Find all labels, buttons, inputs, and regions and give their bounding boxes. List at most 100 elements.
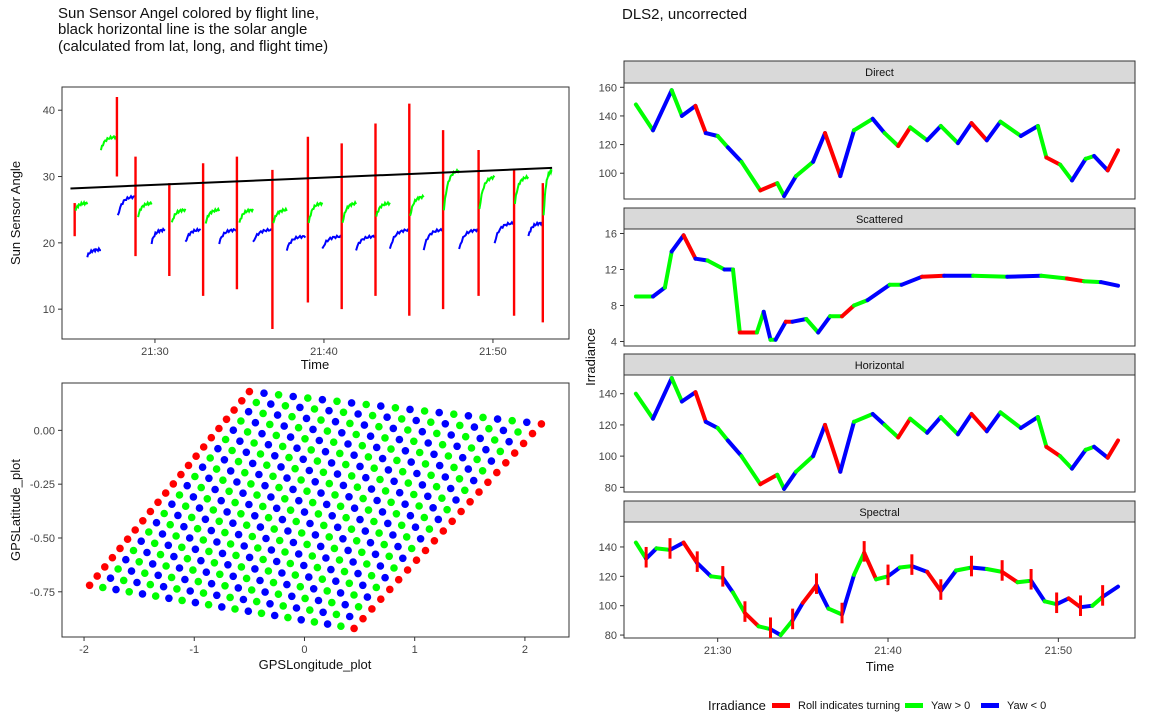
gps-point — [389, 531, 397, 539]
gps-point — [321, 447, 330, 456]
gps-point — [267, 493, 275, 501]
facet-y-tick-label: 140 — [599, 111, 617, 123]
gps-point — [332, 610, 341, 619]
gps-point — [359, 614, 367, 623]
gps-point — [363, 593, 372, 601]
legend-swatch-yaw-positive — [905, 703, 923, 708]
gps-point — [264, 567, 273, 575]
gps-point — [245, 500, 253, 509]
facet-series-segment — [1105, 148, 1120, 173]
gps-point — [424, 492, 432, 501]
gps-point — [318, 395, 327, 404]
gps-point — [461, 432, 470, 441]
gps-point — [394, 575, 403, 584]
gps-point — [187, 513, 196, 522]
gps-point — [340, 567, 349, 576]
sun-sensor-y-tick-label: 20 — [43, 238, 55, 250]
gps-point — [262, 534, 270, 543]
facet-series-segment — [1100, 584, 1120, 599]
gps-point — [306, 519, 314, 528]
gps-point — [291, 464, 299, 473]
gps-y-tick-label: 0.00 — [34, 425, 55, 437]
gps-point — [336, 502, 345, 511]
facet-series-segment — [874, 574, 890, 582]
gps-point — [199, 589, 208, 597]
gps-point — [180, 522, 188, 531]
facet-y-tick-label: 8 — [611, 301, 617, 313]
facet-series-segment — [896, 125, 913, 148]
gps-point — [224, 561, 232, 569]
gps-point — [368, 605, 376, 613]
gps-point — [395, 488, 404, 497]
gps-point — [169, 480, 178, 488]
gps-point — [146, 507, 155, 516]
gps-point — [508, 416, 516, 425]
gps-point — [213, 591, 221, 600]
gps-point — [215, 424, 223, 433]
gps-point — [327, 565, 335, 574]
gps-point — [270, 525, 279, 533]
gps-point — [502, 459, 510, 467]
sun-sensor-yaw-positive-segment — [170, 207, 187, 223]
sun-sensor-title: Sun Sensor Angel colored by flight line,… — [58, 5, 328, 55]
gps-point — [242, 521, 251, 529]
gps-point — [450, 410, 458, 419]
gps-point — [434, 515, 443, 524]
facet-series-segment — [816, 314, 833, 335]
facet-series-segment — [778, 618, 795, 638]
gps-point — [301, 594, 309, 603]
gps-point — [193, 524, 202, 533]
gps-x-tick-label: 2 — [522, 644, 528, 656]
facet-series-segment — [823, 131, 843, 179]
gps-point — [435, 461, 444, 470]
gps-point — [207, 579, 216, 588]
sun-sensor-yaw-negative-segment — [458, 228, 479, 250]
gps-point — [205, 474, 213, 483]
gps-point — [476, 434, 485, 443]
gps-point — [390, 564, 398, 572]
gps-point — [389, 424, 398, 433]
gps-point — [122, 555, 130, 564]
gps-point — [464, 412, 473, 420]
gps-point — [238, 397, 246, 405]
gps-point — [322, 500, 331, 509]
facet-series-segment — [852, 412, 875, 424]
facet-series-segment — [794, 454, 816, 474]
gps-point — [251, 512, 259, 520]
facet-series-segment — [1035, 415, 1049, 449]
facet-series-segment — [679, 103, 698, 118]
gps-point — [344, 546, 352, 555]
gps-point — [407, 458, 416, 466]
gps-point — [199, 536, 208, 544]
legend-label-yaw-negative: Yaw < 0 — [1007, 700, 1046, 712]
facet-series-segment — [739, 159, 763, 193]
facet-series-segment — [651, 376, 674, 421]
gps-point — [410, 490, 418, 499]
facet-series-segment — [695, 561, 713, 579]
gps-point — [424, 439, 433, 447]
gps-point — [333, 523, 342, 532]
facet-y-tick-label: 80 — [605, 482, 617, 494]
gps-x-tick-label: -2 — [79, 644, 89, 656]
gps-point — [234, 457, 243, 466]
gps-point — [309, 585, 318, 593]
gps-point — [127, 567, 136, 575]
gps-point — [393, 456, 401, 465]
gps-point — [425, 525, 434, 533]
gps-point — [404, 426, 412, 434]
sun-sensor-x-ticks: 21:30 21:40 21:50 — [141, 339, 507, 358]
gps-point — [221, 582, 229, 590]
gps-point — [294, 423, 303, 432]
gps-point — [366, 432, 375, 441]
gps-point — [323, 620, 332, 628]
facet-series-segment — [1039, 273, 1069, 281]
gps-point — [266, 600, 274, 608]
gps-point — [170, 552, 178, 561]
gps-point — [345, 579, 354, 588]
gps-point — [220, 456, 229, 464]
gps-point — [377, 402, 385, 410]
gps-point — [277, 463, 285, 471]
facet-series-segment — [668, 540, 686, 552]
facet-series-segment — [1098, 280, 1120, 288]
sun-sensor-plot-area — [61, 86, 570, 340]
